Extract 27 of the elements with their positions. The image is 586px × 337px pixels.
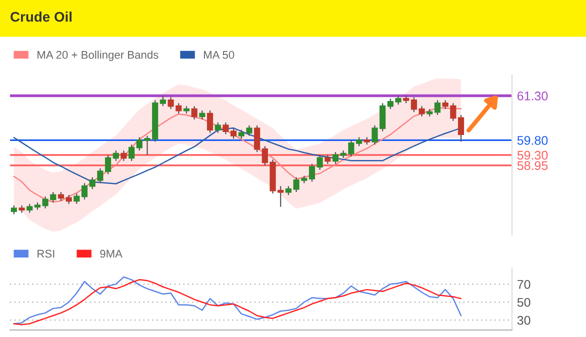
candlestick: [112, 150, 119, 162]
legend-label: MA 20 + Bollinger Bands: [38, 50, 158, 61]
y-tick-label: 59.30: [517, 150, 548, 160]
candlestick: [458, 114, 464, 142]
legend-label: 9MA: [100, 250, 122, 258]
legend-label: MA 50: [204, 50, 234, 59]
candlestick: [214, 122, 221, 134]
y-tick-label: 50: [517, 298, 530, 307]
y-tick-label: 30: [517, 316, 530, 325]
y-tick-label: 59.80: [517, 136, 548, 145]
chart-title: Crude Oil: [10, 12, 72, 22]
candlestick: [128, 144, 135, 162]
legend-label: RSI: [38, 250, 54, 258]
candlestick: [74, 192, 80, 204]
y-tick-label: 58.95: [517, 161, 548, 170]
candlestick: [434, 100, 441, 116]
candlestick: [316, 154, 323, 170]
candlestick: [160, 95, 166, 107]
y-tick-label: 61.30: [517, 92, 548, 100]
candlestick: [81, 182, 88, 200]
candlestick: [254, 124, 260, 153]
candlestick: [332, 151, 339, 164]
candlestick: [206, 110, 214, 134]
candlestick: [120, 150, 127, 162]
candlestick: [191, 106, 198, 120]
candlestick: [308, 163, 316, 182]
y-tick-label: 70: [518, 280, 530, 289]
